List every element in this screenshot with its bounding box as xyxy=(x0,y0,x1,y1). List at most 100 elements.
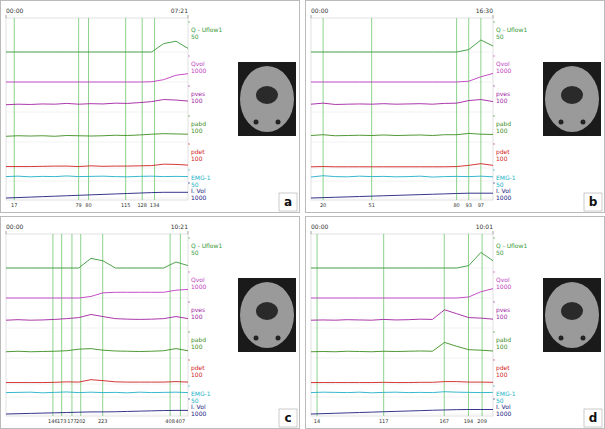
scale-tick xyxy=(188,22,190,23)
event-marker xyxy=(80,234,81,416)
event-label: 194 xyxy=(464,418,474,424)
channel-scale: 1000 xyxy=(191,410,206,417)
event-marker xyxy=(456,18,457,200)
event-label: 407 xyxy=(176,418,186,424)
trace xyxy=(6,100,188,105)
image-dot xyxy=(254,336,259,341)
fluoroscopy-image xyxy=(543,62,601,136)
trace xyxy=(6,391,188,393)
channel-scale: 1000 xyxy=(191,194,206,201)
figure: 00:0007:21177980115128134Q - Uflow150Qvo… xyxy=(0,0,605,429)
baseline xyxy=(6,198,188,199)
trace xyxy=(311,310,493,320)
channel-scale: 50 xyxy=(191,33,199,40)
event-marker xyxy=(180,234,181,416)
x-tick-label: 00:00 xyxy=(311,223,328,230)
panel-label: c xyxy=(284,411,291,425)
channel-scale: 100 xyxy=(191,155,203,162)
plot-area xyxy=(6,18,188,200)
channel-scale: 1000 xyxy=(191,67,206,74)
event-label: 93 xyxy=(466,202,472,208)
x-tick-label: 16:30 xyxy=(476,7,493,14)
event-marker xyxy=(480,18,481,200)
event-label: 17 xyxy=(11,202,17,208)
trace xyxy=(6,380,188,383)
channel-scale: 1000 xyxy=(496,194,511,201)
baseline xyxy=(311,142,493,143)
channel-scale: 50 xyxy=(496,33,504,40)
trace xyxy=(311,193,493,198)
baseline xyxy=(6,358,188,359)
scale-tick xyxy=(493,86,495,87)
event-label: 117 xyxy=(379,418,389,424)
event-marker xyxy=(444,234,445,416)
event-marker xyxy=(482,234,483,416)
event-label: 128 xyxy=(137,202,147,208)
scale-tick xyxy=(188,170,190,171)
channel-name: I. Vol xyxy=(496,187,511,194)
x-tick xyxy=(311,15,312,18)
x-tick xyxy=(188,231,189,234)
scale-tick xyxy=(493,272,495,273)
event-label: 20 xyxy=(320,202,326,208)
scale-tick xyxy=(493,360,495,361)
event-label: 79 xyxy=(75,202,81,208)
event-label: 97 xyxy=(478,202,484,208)
scale-tick xyxy=(188,144,190,145)
event-label: 80 xyxy=(453,202,459,208)
channel-scale: 100 xyxy=(191,371,203,378)
fluoroscopy-image xyxy=(238,278,296,352)
channel-scale: 1000 xyxy=(496,410,511,417)
panel-label: a xyxy=(284,195,292,209)
baseline xyxy=(311,358,493,359)
scale-tick xyxy=(493,170,495,171)
event-label: 134 xyxy=(150,202,160,208)
image-bladder xyxy=(561,86,583,104)
event-marker xyxy=(14,18,15,200)
trace xyxy=(311,40,493,52)
trace xyxy=(311,342,493,351)
panel-frame xyxy=(1,217,300,429)
trace xyxy=(6,289,188,298)
plot-frame xyxy=(6,234,188,416)
event-marker xyxy=(61,234,62,416)
image-dot xyxy=(581,336,586,341)
scale-tick xyxy=(493,22,495,23)
plot-area xyxy=(311,18,493,200)
x-tick-label: 00:00 xyxy=(311,7,328,14)
channel-scale: 100 xyxy=(496,127,508,134)
scale-tick xyxy=(493,56,495,57)
event-label: 51 xyxy=(368,202,374,208)
channel-scale: 50 xyxy=(191,249,199,256)
panel: 00:0007:21177980115128134Q - Uflow150Qvo… xyxy=(1,1,300,213)
baseline xyxy=(311,328,493,329)
image-field xyxy=(240,66,294,132)
event-label: 173 xyxy=(57,418,67,424)
event-label: 14 xyxy=(314,418,320,424)
x-tick xyxy=(493,15,494,18)
event-marker xyxy=(142,18,143,200)
scale-tick xyxy=(188,116,190,117)
event-marker xyxy=(125,18,126,200)
trace xyxy=(6,41,188,52)
baseline xyxy=(6,112,188,113)
trace xyxy=(311,289,493,298)
channel-name: Qvol xyxy=(191,276,205,283)
trace xyxy=(6,314,188,320)
channel-scale: 100 xyxy=(191,127,203,134)
panel: 00:0010:21146173177202223408407Q - Uflow… xyxy=(1,217,300,429)
scale-tick xyxy=(188,302,190,303)
channel-scale: 100 xyxy=(496,371,508,378)
baseline xyxy=(311,414,493,415)
scale-tick xyxy=(493,302,495,303)
scale-tick xyxy=(493,332,495,333)
trace xyxy=(311,164,493,167)
x-tick-label: 10:21 xyxy=(171,223,188,230)
panel-frame xyxy=(306,1,605,213)
channel-scale: 100 xyxy=(496,343,508,350)
event-marker xyxy=(78,18,79,200)
baseline xyxy=(311,168,493,169)
plot-frame xyxy=(311,234,493,416)
image-dot xyxy=(254,120,259,125)
x-tick-label: 00:00 xyxy=(6,223,23,230)
